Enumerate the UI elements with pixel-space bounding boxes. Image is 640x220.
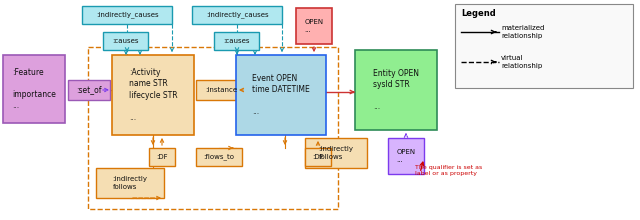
Bar [88, 47, 338, 209]
Text: :Activity
name STR
lifecycle STR

...: :Activity name STR lifecycle STR ... [129, 68, 177, 122]
Bar [388, 138, 424, 174]
Text: :DF: :DF [312, 154, 324, 160]
Text: :instance: :instance [205, 87, 237, 93]
Text: Event OPEN
time DATETIME

...: Event OPEN time DATETIME ... [252, 74, 310, 116]
Text: :indirectly_causes: :indirectly_causes [96, 12, 158, 18]
Bar [103, 32, 148, 50]
Text: :indirectly
follows: :indirectly follows [319, 146, 353, 160]
Bar [455, 4, 633, 88]
Bar [82, 6, 172, 24]
Bar [355, 50, 437, 130]
Text: The qualifier is set as
label or as property: The qualifier is set as label or as prop… [415, 165, 483, 176]
Bar [3, 55, 65, 123]
Text: :DF: :DF [156, 154, 168, 160]
Bar [149, 148, 175, 166]
Text: :indirectly_causes: :indirectly_causes [205, 12, 268, 18]
Text: Entity OPEN
sysId STR

...: Entity OPEN sysId STR ... [373, 69, 419, 111]
Text: :indirectly
follows: :indirectly follows [113, 176, 147, 190]
Text: :Feature

importance
...: :Feature importance ... [12, 68, 56, 110]
Text: :flows_to: :flows_to [204, 154, 234, 160]
Bar [214, 32, 259, 50]
Bar [296, 8, 332, 44]
Bar [305, 148, 331, 166]
Text: virtual
relationship: virtual relationship [501, 55, 542, 69]
Bar [96, 168, 164, 198]
Bar [196, 80, 246, 100]
Text: Legend: Legend [461, 9, 496, 18]
Bar [305, 138, 367, 168]
Text: materialized
relationship: materialized relationship [501, 25, 545, 39]
Text: :causes: :causes [223, 38, 250, 44]
Text: :causes: :causes [112, 38, 139, 44]
Bar [236, 55, 326, 135]
Text: OPEN
...: OPEN ... [396, 149, 415, 163]
Text: OPEN
...: OPEN ... [305, 19, 324, 33]
Bar [196, 148, 242, 166]
Bar [192, 6, 282, 24]
Text: :set_of: :set_of [76, 86, 102, 95]
Bar [68, 80, 110, 100]
Bar [112, 55, 194, 135]
